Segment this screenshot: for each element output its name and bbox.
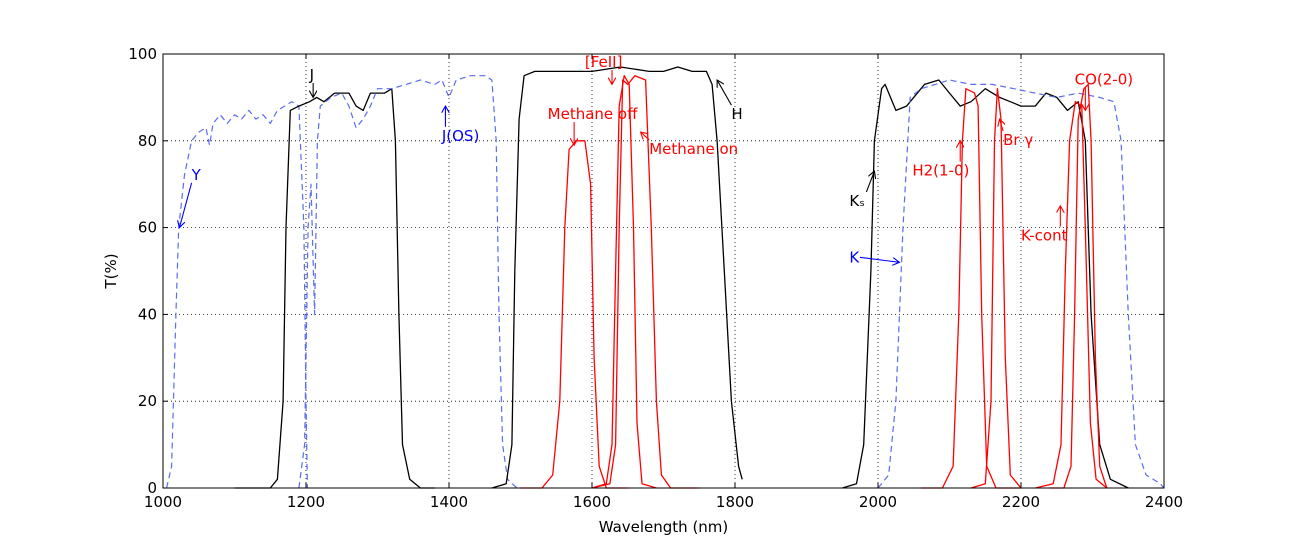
annotation-arrow bbox=[859, 256, 900, 262]
annotation-label: Kₛ bbox=[849, 192, 864, 210]
series-line-k bbox=[877, 79, 1165, 489]
series-curves bbox=[166, 66, 1165, 489]
y-axis-label: T(%) bbox=[102, 253, 120, 289]
x-tick-label: 1600 bbox=[573, 493, 611, 511]
y-tick-label: 20 bbox=[138, 392, 157, 410]
series-line-feii bbox=[591, 75, 657, 489]
annotation-label: H bbox=[731, 105, 742, 123]
annotation-label: K-cont bbox=[1021, 227, 1068, 245]
x-tick-label: 1000 bbox=[144, 493, 182, 511]
y-tick-label: 80 bbox=[138, 132, 157, 150]
series-line-co-2-0 bbox=[1049, 83, 1108, 489]
annotation-label: Methane on bbox=[649, 140, 738, 158]
series-line-k-cont bbox=[1035, 101, 1108, 489]
series-line-br bbox=[970, 88, 1022, 489]
y-tick-label: 100 bbox=[128, 45, 157, 63]
series-line-h2-1-0 bbox=[920, 88, 1021, 489]
annotation-arrow bbox=[641, 132, 650, 141]
annotation-label: Y bbox=[191, 166, 202, 184]
annotation-label: CO(2-0) bbox=[1075, 70, 1133, 88]
y-tick-label: 0 bbox=[147, 479, 157, 497]
x-tick-label: 2000 bbox=[859, 493, 897, 511]
annotation-label: Br γ bbox=[1003, 131, 1033, 149]
x-tick-label: 2400 bbox=[1145, 493, 1183, 511]
annotation-label: [FeII] bbox=[585, 53, 623, 71]
series-line-j bbox=[234, 88, 435, 489]
x-tick-label: 1400 bbox=[430, 493, 468, 511]
series-line-methane-on bbox=[591, 75, 700, 489]
annotation-label: H2(1-0) bbox=[912, 162, 969, 180]
y-tick-label: 60 bbox=[138, 219, 157, 237]
series-line-y bbox=[166, 101, 308, 489]
annotation-arrow bbox=[717, 80, 732, 106]
annotation-label: J bbox=[309, 66, 314, 84]
x-tick-label: 2200 bbox=[1002, 493, 1040, 511]
annotation-label: Methane off bbox=[548, 105, 638, 123]
series-line-h bbox=[491, 66, 743, 489]
axis-ticks: 1000 1200 1400 1600 1800 2000 2200 2400 0 20 40 60 8… bbox=[128, 45, 1183, 511]
plot-frame bbox=[162, 53, 1165, 489]
annotation-arrow bbox=[865, 171, 874, 193]
series-line-j-os bbox=[298, 75, 518, 489]
annotation-label: J(OS) bbox=[441, 127, 479, 145]
annotation-arrow bbox=[179, 182, 193, 228]
x-axis-label: Wavelength (nm) bbox=[599, 518, 729, 536]
grid-lines bbox=[163, 54, 1164, 488]
x-tick-label: 1200 bbox=[287, 493, 325, 511]
x-tick-label: 1800 bbox=[716, 493, 754, 511]
annotations: J J(OS) Y [FeII] Methane off Methane on H Kₛ K H2… bbox=[179, 53, 1133, 266]
annotation-label: K bbox=[849, 248, 860, 266]
annotation-arrow bbox=[1000, 119, 1004, 132]
y-tick-label: 40 bbox=[138, 305, 157, 323]
